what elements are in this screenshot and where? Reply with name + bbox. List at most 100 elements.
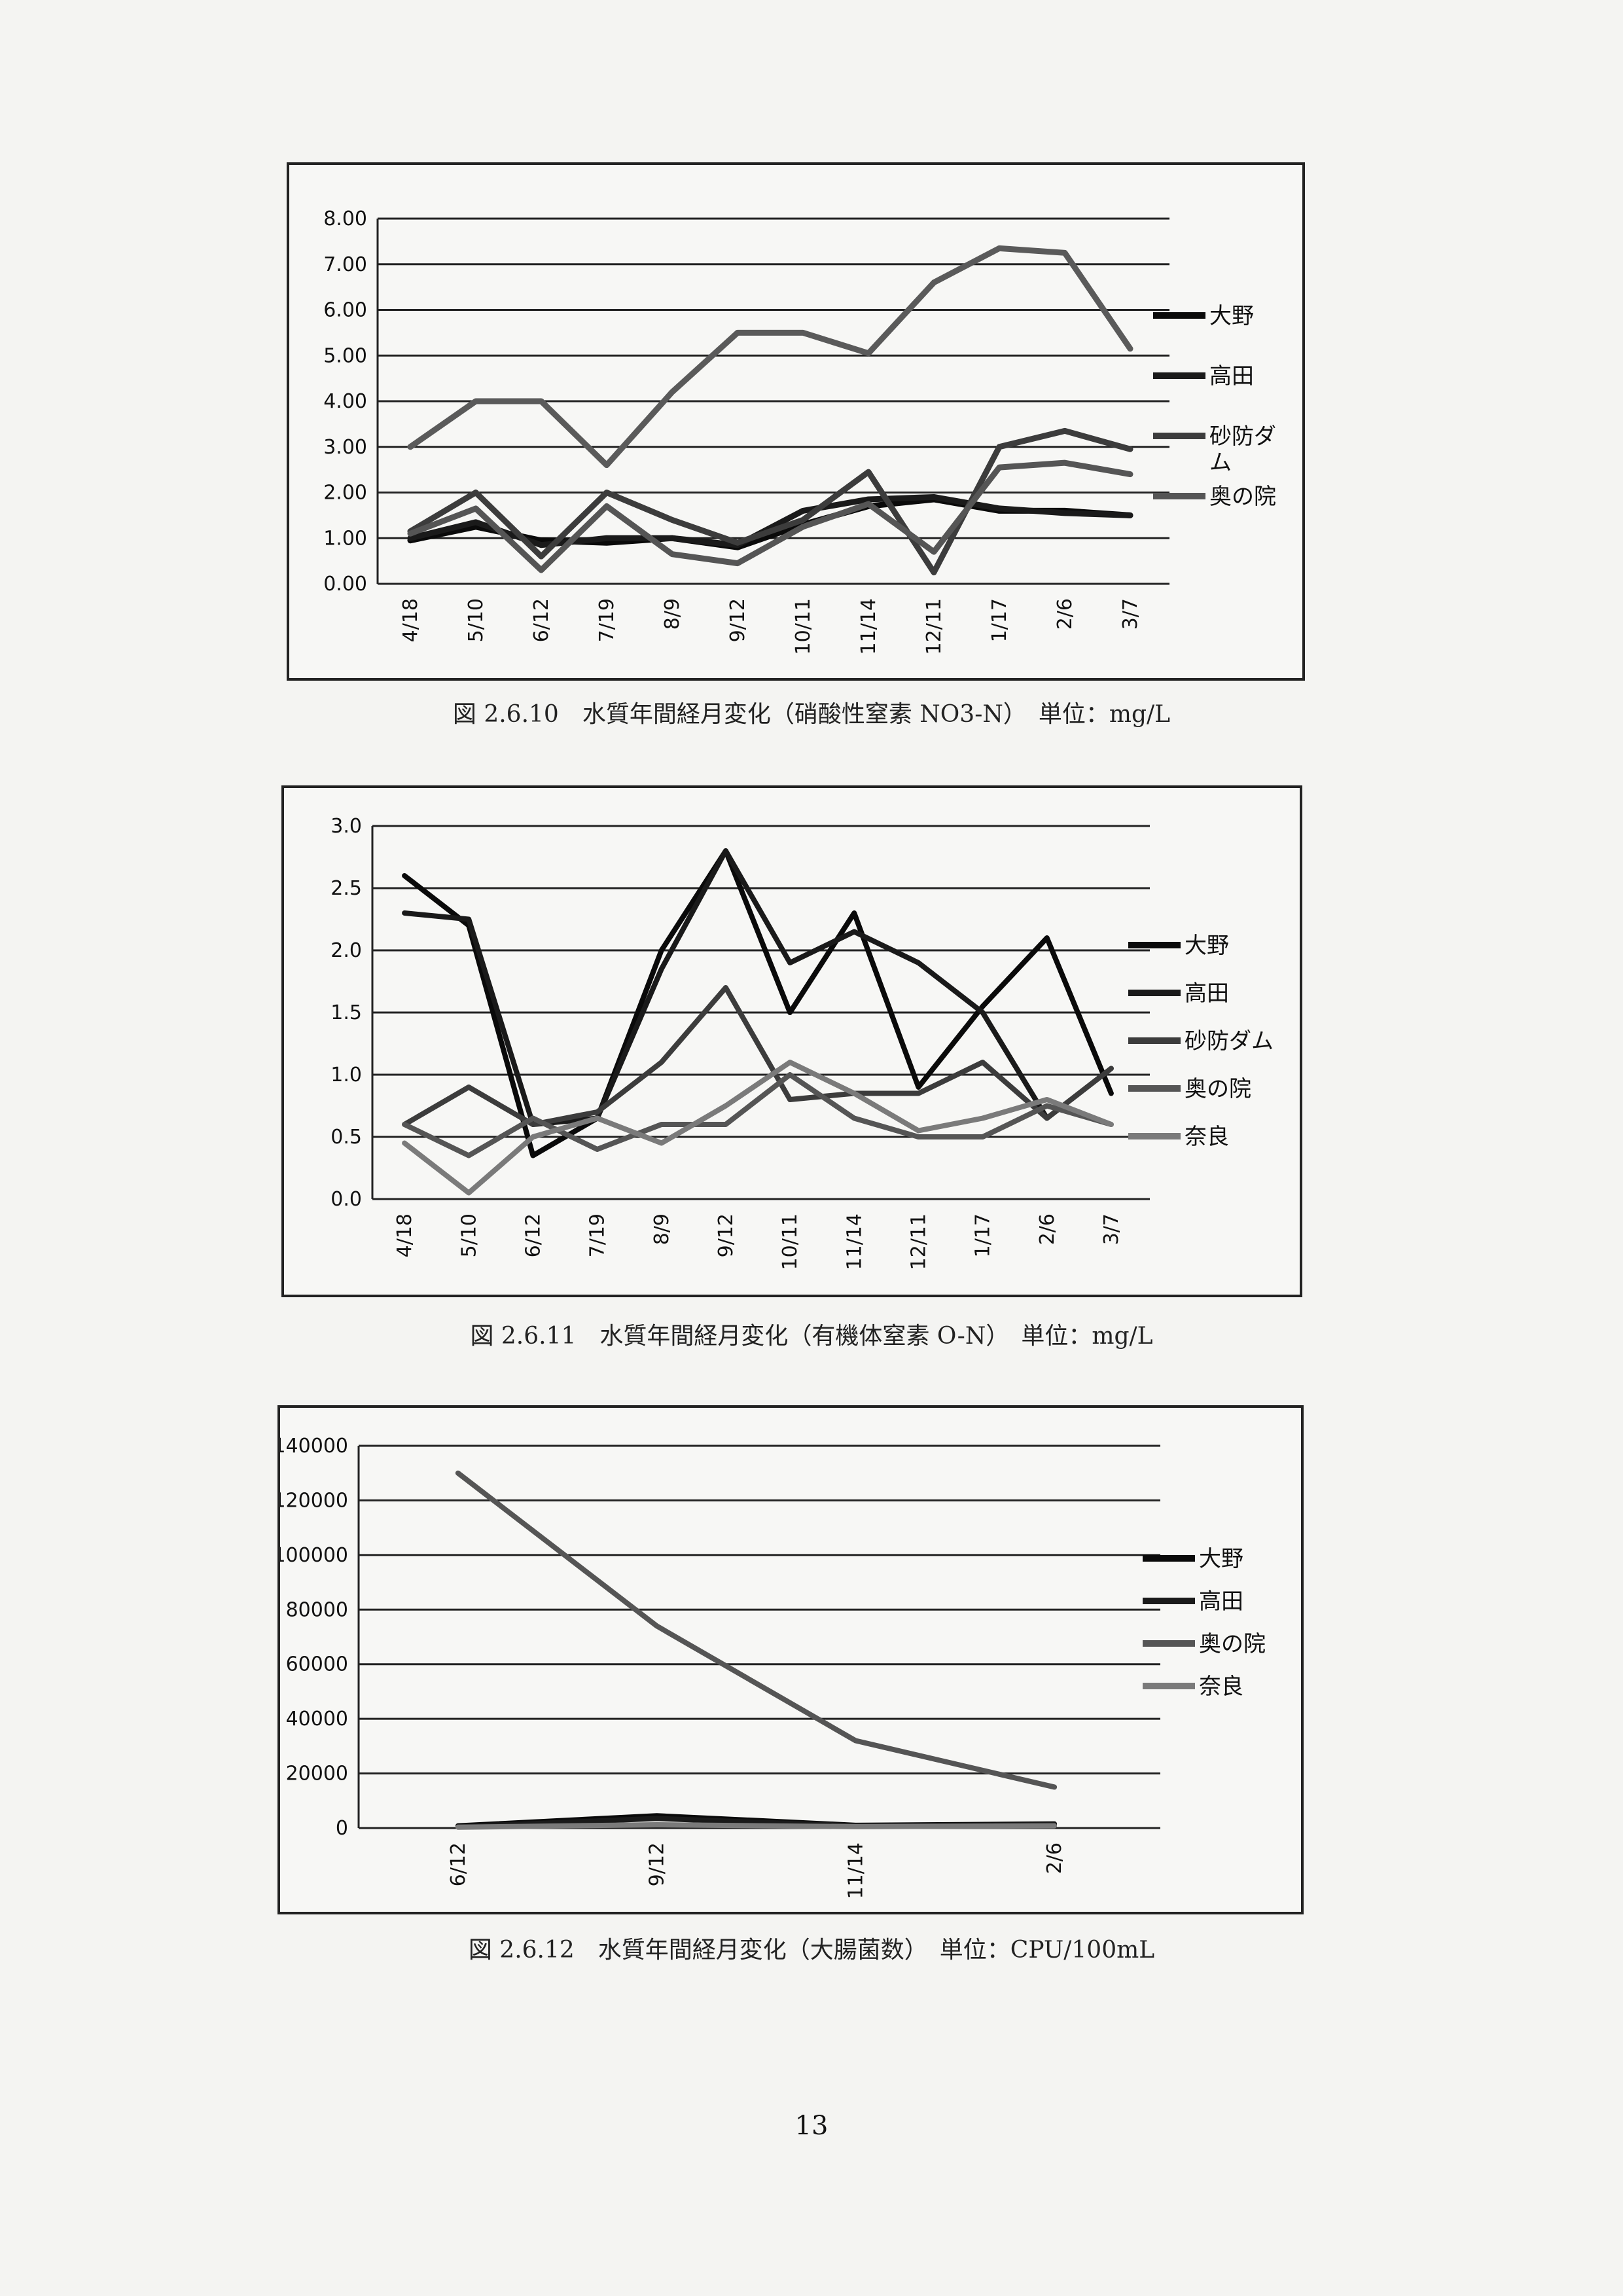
data-point — [1063, 511, 1066, 514]
data-point — [724, 1123, 727, 1126]
data-point — [998, 247, 1001, 250]
data-point — [605, 537, 608, 540]
data-point — [736, 541, 739, 545]
y-tick-label: 6.00 — [323, 299, 367, 322]
x-tick-label: 8/9 — [661, 598, 684, 630]
legend-label: 高田 — [1209, 363, 1254, 389]
chart-ecoli: 0 20000 40000 60000 80000 100000 120000 140000 6… — [280, 1435, 1266, 1899]
data-point — [789, 1073, 792, 1076]
x-tick-label: 11/14 — [857, 598, 880, 655]
data-point — [531, 1154, 535, 1157]
x-tick-label: 11/14 — [844, 1842, 867, 1899]
legend-label: 奥の院 — [1199, 1631, 1266, 1657]
chart-no3n: 0.00 1.00 2.00 3.00 4.00 5.00 6.00 7.00 8.00 4/18… — [323, 207, 1276, 655]
series-line-奈良 — [455, 1821, 1058, 1830]
legend-label: 大野 — [1209, 303, 1254, 329]
legend-label: 高田 — [1199, 1588, 1243, 1615]
caption-ecoli-text: 図 2.6.12 水質年間経月変化（大腸菌数） 単位：CPU/100mL — [468, 1937, 1155, 1964]
data-point — [540, 543, 543, 547]
data-point — [1045, 1098, 1048, 1101]
series-line-砂防ダム — [402, 985, 1114, 1127]
x-tick-label: 4/18 — [393, 1213, 416, 1257]
data-point — [660, 1123, 663, 1126]
data-point — [917, 1129, 920, 1132]
y-tick-label: 0 — [336, 1817, 348, 1840]
data-point — [605, 541, 608, 545]
series-line-奥の院 — [402, 1072, 1114, 1158]
data-point — [1045, 1104, 1048, 1107]
caption-on: 図 2.6.11 水質年間経月変化（有機体窒素 O-N） 単位：mg/L — [0, 1317, 1623, 1351]
data-point — [671, 518, 673, 522]
y-tick-label: 60000 — [286, 1653, 348, 1676]
data-point — [671, 391, 673, 394]
data-point — [474, 491, 477, 494]
data-point — [1063, 251, 1066, 255]
data-point — [596, 1148, 599, 1151]
x-tick-label: 10/11 — [779, 1213, 802, 1270]
data-point — [474, 520, 477, 524]
data-point — [605, 491, 608, 494]
x-tick-label: 2/6 — [1036, 1213, 1059, 1245]
y-tick-label: 2.0 — [330, 939, 362, 962]
x-tick-label: 7/19 — [596, 598, 618, 642]
y-tick-label: 20000 — [286, 1763, 348, 1785]
legend-label: 大野 — [1185, 933, 1229, 959]
data-point — [409, 532, 412, 535]
data-point — [1109, 1067, 1113, 1070]
data-point — [789, 1061, 792, 1064]
data-point — [655, 1823, 658, 1826]
legend-label: ム — [1209, 450, 1232, 476]
caption-on-text: 図 2.6.11 水質年間経月変化（有機体窒素 O-N） 単位：mg/L — [470, 1323, 1153, 1350]
x-tick-label: 6/12 — [447, 1842, 470, 1886]
data-point — [917, 1086, 920, 1088]
x-tick-label: 4/18 — [399, 598, 422, 642]
y-tick-label: 4.00 — [323, 390, 367, 413]
x-tick-label: 3/7 — [1119, 598, 1142, 630]
data-point — [467, 1154, 471, 1157]
x-tick-label: 8/9 — [651, 1213, 673, 1245]
x-tick-label: 1/17 — [972, 1213, 995, 1257]
series-line-砂防ダム — [407, 427, 1133, 576]
data-point — [789, 1011, 792, 1014]
data-point — [981, 1117, 984, 1120]
chart-on: 0.0 0.5 1.0 1.5 2.0 2.5 3.0 4/18 5/10 6/12 7/19 8/9… — [330, 815, 1274, 1270]
data-point — [998, 466, 1001, 469]
data-point — [660, 949, 663, 952]
data-point — [917, 961, 920, 964]
data-point — [531, 1117, 535, 1120]
data-point — [867, 497, 870, 501]
x-tick-label: 2/6 — [1054, 598, 1077, 630]
x-tick-label: 9/12 — [715, 1213, 738, 1257]
series-line-奥の院 — [455, 1470, 1058, 1790]
y-tick-label: 140000 — [280, 1435, 348, 1458]
y-tick-label: 100000 — [280, 1544, 348, 1567]
data-point — [1109, 1092, 1113, 1095]
data-point — [998, 507, 1001, 510]
legend-label: 奥の院 — [1209, 484, 1276, 510]
data-point — [403, 1141, 406, 1145]
data-point — [867, 471, 870, 474]
data-point — [917, 1136, 920, 1138]
data-point — [605, 463, 608, 467]
chart-frame-on: 0.0 0.5 1.0 1.5 2.0 2.5 3.0 4/18 5/10 6/12 7/19 8/9… — [281, 785, 1302, 1297]
data-point — [1053, 1785, 1056, 1789]
data-point — [403, 912, 406, 914]
data-point — [981, 1011, 984, 1014]
data-point — [724, 1104, 727, 1107]
data-point — [540, 400, 543, 403]
x-tick-label: 6/12 — [522, 1213, 544, 1257]
data-point — [736, 562, 739, 565]
data-point — [540, 555, 543, 558]
data-point — [474, 400, 477, 403]
data-point — [456, 1471, 459, 1475]
data-point — [724, 986, 727, 989]
data-point — [933, 550, 935, 554]
data-point — [660, 1141, 663, 1145]
data-point — [1045, 1117, 1048, 1120]
data-point — [724, 850, 727, 852]
series-line-unlabeled — [407, 245, 1133, 469]
data-point — [531, 1136, 535, 1138]
x-tick-label: 7/19 — [586, 1213, 609, 1257]
data-point — [474, 525, 477, 528]
data-point — [917, 1092, 920, 1095]
